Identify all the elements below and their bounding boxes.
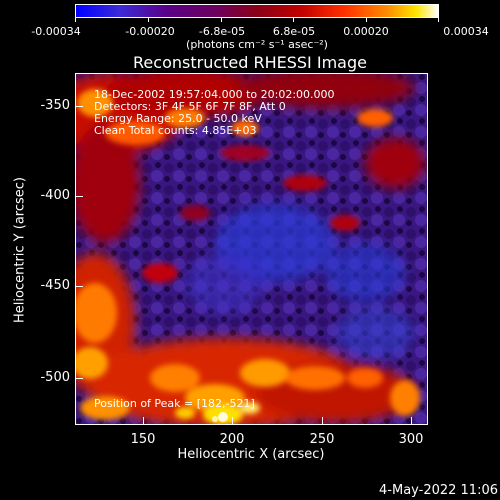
detectors-text: Detectors: 3F 4F 5F 6F 7F 8F, Att 0 <box>94 100 286 113</box>
x-tick-label: 150 <box>130 432 156 447</box>
x-tick-label: 300 <box>398 432 424 447</box>
colorbar-label: -0.00034 <box>31 25 81 38</box>
x-tick-label: 200 <box>219 432 245 447</box>
y-tick-mark <box>75 196 83 197</box>
colorbar <box>75 4 439 18</box>
x-axis-label: Heliocentric X (arcsec) <box>177 447 325 462</box>
colorbar-label: 0.00034 <box>443 25 489 38</box>
x-tick-mark <box>322 417 323 425</box>
colorbar-tick <box>75 18 76 22</box>
colorbar-label: 6.8e-05 <box>272 25 316 38</box>
x-tick-mark <box>232 417 233 425</box>
colorbar-tick <box>366 18 367 22</box>
y-tick-label: -500 <box>40 370 70 385</box>
date-stamp: 4-May-2022 11:06 <box>379 483 498 498</box>
colorbar-label: -6.8e-05 <box>198 25 246 38</box>
energy-range-text: Energy Range: 25.0 - 50.0 keV <box>94 112 262 125</box>
time-range-text: 18-Dec-2002 19:57:04.000 to 20:02:00.000 <box>94 88 335 101</box>
colorbar-label: 0.00020 <box>343 25 389 38</box>
peak-position-text: Position of Peak = [182,-521] <box>94 397 255 410</box>
colorbar-tick <box>293 18 294 22</box>
y-tick-label: -450 <box>40 278 70 293</box>
y-tick-label: -400 <box>40 188 70 203</box>
x-tick-mark <box>411 417 412 425</box>
y-tick-mark <box>75 106 83 107</box>
x-tick-mark <box>143 417 144 425</box>
colorbar-tick <box>438 18 439 22</box>
y-tick-mark <box>75 286 83 287</box>
plot-title: Reconstructed RHESSI Image <box>133 53 367 72</box>
x-tick-label: 250 <box>309 432 335 447</box>
y-axis-label: Heliocentric Y (arcsec) <box>12 177 28 323</box>
rhessi-image-canvas <box>75 73 428 425</box>
colorbar-tick <box>148 18 149 22</box>
colorbar-label: -0.00020 <box>125 25 175 38</box>
y-tick-mark <box>75 378 83 379</box>
colorbar-units: (photons cm⁻² s⁻¹ asec⁻²) <box>186 38 328 51</box>
colorbar-tick <box>221 18 222 22</box>
rhessi-image <box>75 73 428 425</box>
y-tick-label: -350 <box>40 98 70 113</box>
clean-counts-text: Clean Total counts: 4.85E+03 <box>94 124 257 137</box>
